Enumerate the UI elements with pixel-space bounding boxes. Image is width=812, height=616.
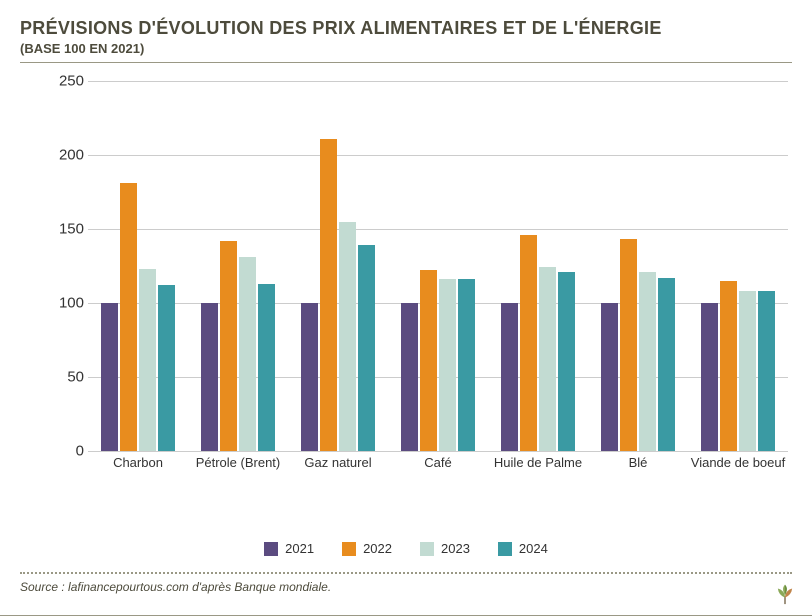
bar — [358, 245, 375, 451]
y-tick-label: 0 — [40, 443, 84, 460]
bar — [558, 272, 575, 451]
bar — [439, 279, 456, 451]
bar — [101, 303, 118, 451]
bar — [220, 241, 237, 451]
legend-item: 2023 — [420, 541, 470, 556]
x-label: Gaz naturel — [288, 455, 388, 470]
bar — [501, 303, 518, 451]
chart: 050100150200250 CharbonPétrole (Brent)Ga… — [40, 81, 800, 481]
bar-group — [388, 81, 488, 451]
bar — [320, 139, 337, 451]
bar — [601, 303, 618, 451]
y-tick-label: 150 — [40, 221, 84, 238]
bar — [720, 281, 737, 451]
bar — [401, 303, 418, 451]
bar — [658, 278, 675, 451]
plot-area — [88, 81, 788, 451]
x-label: Café — [388, 455, 488, 470]
bar — [758, 291, 775, 451]
bar — [301, 303, 318, 451]
bar — [701, 303, 718, 451]
bar — [739, 291, 756, 451]
x-label: Pétrole (Brent) — [188, 455, 288, 470]
legend-label: 2022 — [363, 541, 392, 556]
bar — [520, 235, 537, 451]
bar-group — [488, 81, 588, 451]
gridline — [88, 451, 788, 452]
bar-group — [588, 81, 688, 451]
legend-item: 2024 — [498, 541, 548, 556]
page-subtitle: (BASE 100 EN 2021) — [20, 41, 792, 56]
bar — [158, 285, 175, 451]
legend-label: 2024 — [519, 541, 548, 556]
y-tick-label: 100 — [40, 295, 84, 312]
bar — [239, 257, 256, 451]
y-tick-label: 200 — [40, 147, 84, 164]
bar — [120, 183, 137, 451]
page-title: PRÉVISIONS D'ÉVOLUTION DES PRIX ALIMENTA… — [20, 18, 792, 39]
x-label: Huile de Palme — [488, 455, 588, 470]
bar-group — [88, 81, 188, 451]
legend: 2021 2022 2023 2024 — [20, 541, 792, 556]
bar — [258, 284, 275, 451]
y-tick-label: 250 — [40, 73, 84, 90]
source-text: Source : lafinancepourtous.com d'après B… — [20, 580, 812, 594]
legend-swatch — [498, 542, 512, 556]
bar-group — [188, 81, 288, 451]
legend-item: 2021 — [264, 541, 314, 556]
bar — [458, 279, 475, 451]
bar — [620, 239, 637, 451]
dotted-rule — [20, 572, 792, 574]
legend-item: 2022 — [342, 541, 392, 556]
legend-label: 2021 — [285, 541, 314, 556]
bar — [420, 270, 437, 451]
x-label: Blé — [588, 455, 688, 470]
bar — [639, 272, 656, 451]
x-label: Viande de boeuf — [688, 455, 788, 470]
legend-swatch — [420, 542, 434, 556]
bar — [339, 222, 356, 451]
logo-icon — [772, 582, 798, 608]
legend-swatch — [264, 542, 278, 556]
x-labels: CharbonPétrole (Brent)Gaz naturelCaféHui… — [88, 455, 788, 470]
bar — [201, 303, 218, 451]
bars-area — [88, 81, 788, 451]
top-rule — [20, 62, 792, 63]
bar — [139, 269, 156, 451]
bar — [539, 267, 556, 451]
bar-group — [288, 81, 388, 451]
x-label: Charbon — [88, 455, 188, 470]
legend-label: 2023 — [441, 541, 470, 556]
bar-group — [688, 81, 788, 451]
y-tick-label: 50 — [40, 369, 84, 386]
legend-swatch — [342, 542, 356, 556]
